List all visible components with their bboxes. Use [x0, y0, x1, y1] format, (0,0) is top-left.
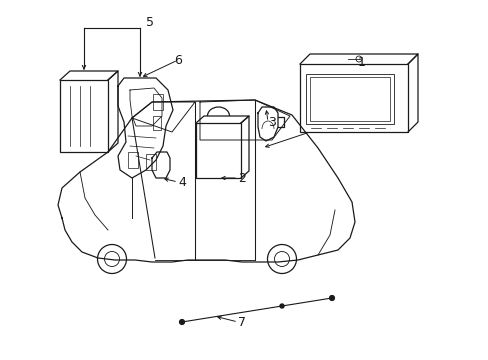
Bar — [299, 64, 407, 132]
Bar — [196, 123, 241, 178]
Bar — [128, 152, 138, 168]
Text: 3: 3 — [267, 116, 275, 129]
Text: 4: 4 — [178, 175, 185, 189]
Text: 7: 7 — [238, 315, 245, 328]
Bar — [153, 116, 161, 130]
Circle shape — [280, 304, 284, 308]
Text: 1: 1 — [357, 55, 365, 68]
Bar — [146, 154, 156, 170]
Text: 5: 5 — [146, 15, 154, 28]
Bar — [309, 77, 389, 121]
Circle shape — [179, 320, 184, 324]
Bar — [60, 80, 108, 152]
Text: 6: 6 — [174, 54, 182, 67]
Text: 2: 2 — [238, 171, 245, 184]
Bar — [305, 74, 393, 124]
Circle shape — [329, 296, 334, 300]
Bar — [153, 94, 163, 110]
